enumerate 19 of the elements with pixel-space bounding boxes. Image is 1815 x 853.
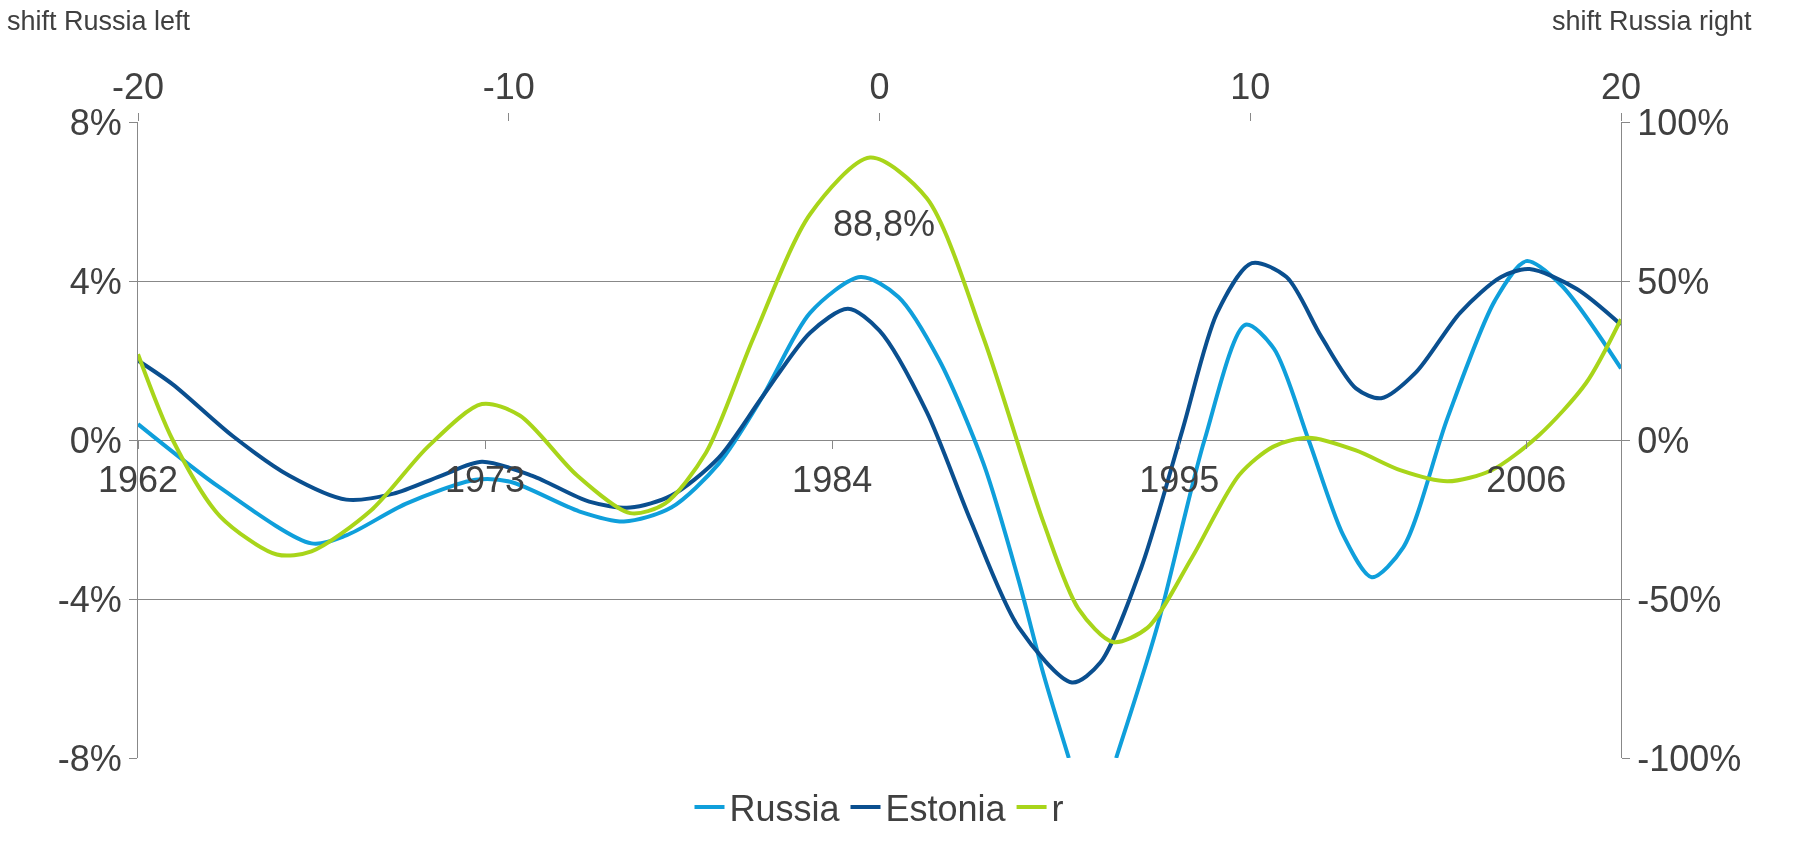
legend-label: Russia	[729, 788, 841, 830]
x-tick-label: 1984	[792, 459, 873, 501]
legend-label: Estonia	[885, 788, 1007, 830]
x2-tick-label: -10	[482, 65, 535, 107]
x-tick-label: 2006	[1486, 459, 1567, 501]
x2-tick-label: 10	[1230, 65, 1271, 107]
text: shift Russia left	[7, 6, 191, 36]
y2-tick-label: -50%	[1637, 578, 1722, 620]
y2-tick-label: 0%	[1637, 419, 1690, 461]
text: shift Russia right	[1552, 6, 1753, 36]
annotation: 88,8%	[833, 203, 936, 244]
x2-tick-label: 0	[869, 65, 890, 107]
y-tick-label: -8%	[57, 737, 122, 779]
y2-tick-label: 50%	[1637, 260, 1710, 302]
legend-label: r	[1051, 788, 1064, 830]
y-tick-label: 4%	[69, 260, 122, 302]
y2-tick-label: -100%	[1637, 737, 1742, 779]
y-tick-label: 0%	[69, 419, 122, 461]
y-tick-label: -4%	[57, 578, 122, 620]
